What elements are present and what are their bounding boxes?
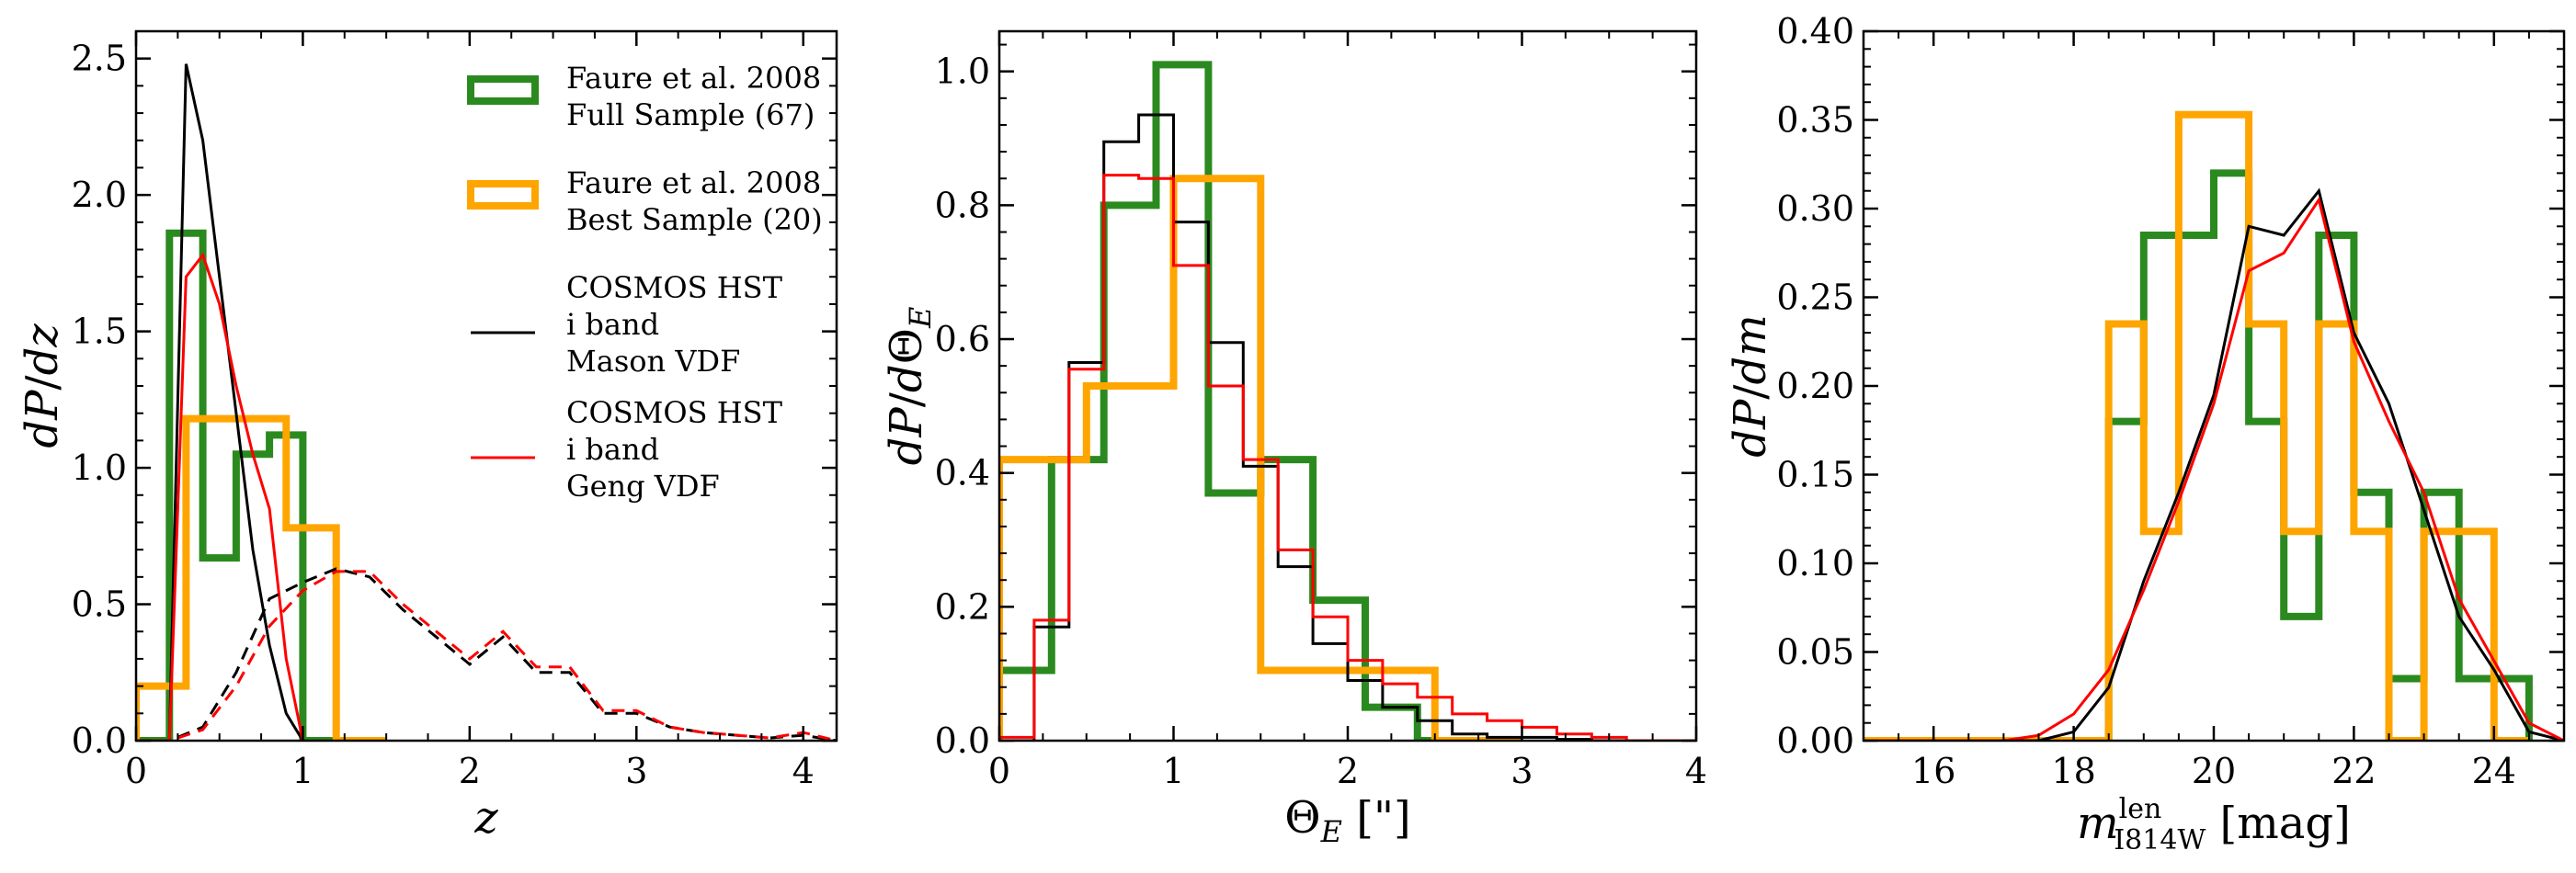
x-tick-label: 22	[2331, 751, 2376, 791]
x-tick-label: 4	[1685, 751, 1707, 791]
chart-panel-magnitude: 16 18 20 22 24 0.00 0.05 0.10 0.15 0.20 0.25 0.30 0.…	[1725, 11, 2566, 856]
y-tick-label: 0.20	[1776, 366, 1854, 406]
y-axis-label-part: dP	[881, 407, 932, 466]
y-tick-label: 0.15	[1776, 455, 1854, 495]
series-0-5	[136, 570, 837, 741]
y-tick-label: 0.8	[935, 185, 990, 225]
x-tick-label: 16	[1911, 751, 1955, 791]
legend-label-3-0: COSMOS HST	[566, 395, 783, 430]
y-tick-label: 0.2	[935, 586, 990, 627]
x-axis-label: ΘE ["]	[1284, 792, 1411, 849]
y-tick-label: 0.0	[935, 720, 990, 761]
y-tick-label: 1.0	[72, 448, 127, 488]
legend-swatch-1	[467, 180, 539, 210]
y-tick-label: 1.5	[72, 312, 127, 352]
legend-swatch-0	[467, 75, 539, 105]
series-1-3	[999, 174, 1696, 741]
y-axis-label-part: /	[17, 375, 68, 391]
legend-label-1-1: Best Sample (20)	[566, 202, 823, 237]
y-tick-label: 0.35	[1776, 100, 1854, 141]
series-0-3	[136, 252, 304, 741]
chart-panel-redshift: 0 1 2 3 4 0.0 0.5 1.0 1.5 2.0 2.5 z dP/dz	[17, 29, 838, 844]
chart-panel-einstein-radius: 0 1 2 3 40.00.20.40.60.81.0ΘE ["]dP/dΘE	[881, 29, 1707, 849]
x-tick-label: 0	[988, 751, 1010, 791]
x-tick-label: 2	[1337, 751, 1359, 791]
x-axis-label-part: I814W	[2114, 824, 2206, 856]
y-axis-label-part: dm	[1725, 314, 1776, 384]
legend-label-3-1: i band	[566, 432, 659, 467]
x-tick-label: 1	[1162, 751, 1184, 791]
x-axis-label-part: ["]	[1342, 792, 1411, 844]
x-tick-label: 18	[2051, 751, 2095, 791]
y-tick-label: 0.40	[1776, 11, 1854, 51]
plot-area	[999, 61, 1696, 741]
y-axis-label: dP/dz	[17, 323, 68, 448]
series-0-0	[136, 229, 336, 741]
x-axis-label-part: z	[473, 792, 498, 844]
x-axis-label-part: len	[2119, 793, 2162, 825]
y-axis-label-part: d	[881, 364, 932, 392]
y-axis-label-part: dP	[1725, 399, 1776, 458]
y-axis-label-part: E	[903, 307, 938, 329]
series-2-2	[1864, 187, 2564, 741]
y-tick-label: 0.00	[1776, 720, 1854, 761]
y-axis-label: dP/dΘE	[881, 307, 938, 466]
x-axis-label-part: E	[1320, 814, 1342, 849]
series-0-1	[136, 414, 387, 741]
y-tick-label: 0.30	[1776, 188, 1854, 229]
legend-label-0-1: Full Sample (67)	[566, 97, 815, 132]
legend-label-2-2: Mason VDF	[566, 344, 740, 379]
x-tick-label: 3	[1510, 751, 1533, 791]
plot-area	[1864, 110, 2564, 741]
y-axis-label-part: /	[881, 391, 932, 407]
y-axis-label-part: /	[1725, 384, 1776, 400]
series-0-4	[136, 567, 837, 741]
y-axis-label: dP/dm	[1725, 314, 1776, 457]
legend-label-2-1: i band	[566, 307, 659, 342]
x-tick-label: 20	[2192, 751, 2236, 791]
legend-label-2-0: COSMOS HST	[566, 270, 783, 305]
x-tick-label: 0	[125, 751, 147, 791]
y-tick-label: 0.10	[1776, 543, 1854, 584]
x-axis-label-part: Θ	[1284, 792, 1320, 844]
x-tick-label: 3	[625, 751, 647, 791]
y-axis-label-part: dP	[17, 390, 68, 448]
y-tick-label: 2.0	[72, 175, 127, 215]
y-tick-label: 0.6	[935, 319, 990, 359]
y-tick-label: 0.5	[72, 584, 127, 625]
legend-label-0-0: Faure et al. 2008	[566, 61, 821, 96]
axes-frame	[134, 29, 838, 743]
y-tick-label: 1.0	[935, 51, 990, 92]
x-axis-label: z	[473, 792, 498, 844]
legend-label-3-2: Geng VDF	[566, 469, 720, 504]
y-axis-label-part: Θ	[881, 328, 932, 364]
plot-area	[136, 63, 837, 741]
x-axis-label: mlen I814W [mag]	[2077, 793, 2351, 856]
series-2-1	[1864, 110, 2529, 741]
x-axis-label-part: [mag]	[2206, 798, 2351, 849]
x-tick-label: 4	[792, 751, 815, 791]
y-axis-label-part: dz	[17, 323, 68, 376]
series-0-2	[136, 63, 304, 741]
y-tick-label: 0.4	[935, 453, 990, 493]
series-2-3	[1864, 196, 2564, 741]
x-tick-label: 24	[2472, 751, 2516, 791]
y-tick-label: 0.25	[1776, 278, 1854, 318]
x-tick-label: 1	[291, 751, 313, 791]
x-axis-label-part: m	[2077, 798, 2119, 849]
x-tick-label: 2	[459, 751, 481, 791]
legend-label-1-0: Faure et al. 2008	[566, 165, 821, 200]
y-tick-label: 2.5	[72, 39, 127, 79]
y-tick-label: 0.05	[1776, 632, 1854, 673]
y-tick-label: 0.0	[72, 720, 127, 761]
legend: Faure et al. 2008 Full Sample (67)Faure …	[467, 61, 823, 504]
